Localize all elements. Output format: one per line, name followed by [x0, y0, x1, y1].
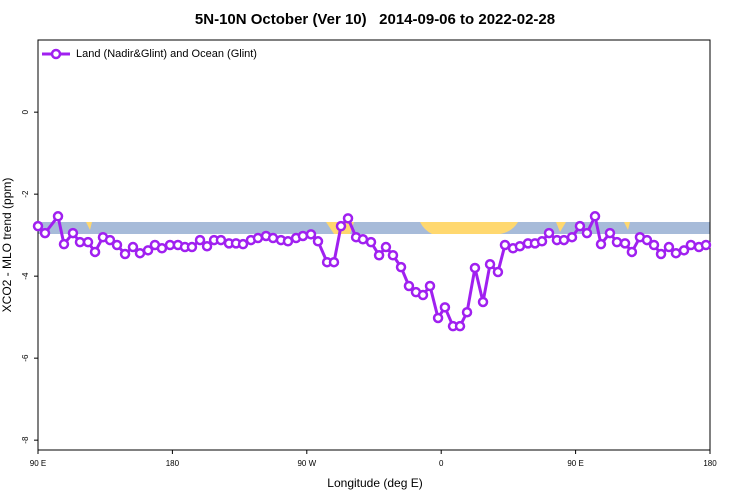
data-point: [156, 243, 168, 254]
data-point: [142, 245, 154, 256]
y-tick-label: -2: [21, 190, 30, 198]
data-point: [215, 234, 227, 246]
data-point: [670, 247, 682, 259]
x-tick-label: 180: [703, 459, 717, 468]
data-point: [335, 220, 347, 232]
legend: Land (Nadir&Glint) and Ocean (Glint): [42, 48, 257, 60]
legend-label: Land (Nadir&Glint) and Ocean (Glint): [76, 48, 257, 60]
data-point: [89, 246, 101, 258]
y-tick-label: -8: [21, 436, 30, 444]
data-point: [403, 280, 415, 292]
y-tick-label: -4: [21, 272, 30, 280]
data-point: [186, 241, 198, 253]
data-point: [312, 236, 324, 247]
data-point: [119, 248, 131, 260]
data-point: [74, 236, 86, 248]
data-point: [365, 236, 377, 248]
data-point: [424, 280, 436, 292]
data-point: [604, 227, 616, 239]
data-point: [387, 250, 399, 261]
y-tick-label: -6: [21, 354, 30, 362]
data-point: [619, 238, 631, 249]
data-point: [589, 211, 601, 222]
map-strip: [38, 222, 710, 234]
data-point: [685, 239, 697, 251]
legend-marker: [50, 48, 62, 60]
data-point: [641, 234, 653, 246]
data-point: [104, 234, 116, 246]
data-point: [201, 240, 213, 252]
data-point: [514, 240, 526, 252]
data-point: [626, 246, 638, 258]
data-point: [574, 220, 586, 232]
data-point: [543, 227, 555, 239]
data-point: [700, 239, 712, 251]
data-point: [663, 241, 675, 253]
data-point: [305, 229, 317, 240]
ocean-band: [38, 222, 710, 234]
data-point: [655, 248, 667, 260]
data-point: [380, 241, 392, 253]
data-point: [611, 236, 623, 248]
data-point: [469, 262, 481, 274]
data-point: [439, 302, 451, 313]
y-axis-label: XCO2 - MLO trend (ppm): [0, 178, 14, 313]
data-point: [39, 227, 51, 239]
data-point: [395, 261, 407, 273]
data-point: [566, 231, 578, 243]
data-point: [237, 238, 249, 250]
data-point: [536, 236, 548, 247]
land-shape: [86, 222, 92, 230]
data-point: [492, 266, 504, 278]
land-shape: [624, 222, 630, 230]
data-point: [134, 247, 146, 259]
data-point: [595, 238, 607, 250]
data-point: [297, 230, 309, 242]
data-point: [678, 245, 690, 256]
data-point: [282, 236, 294, 247]
data-point: [52, 211, 64, 222]
data-point: [484, 259, 496, 270]
data-point: [499, 239, 511, 251]
data-point: [417, 289, 429, 301]
chart-title: 5N-10N October (Ver 10) 2014-09-06 to 20…: [195, 11, 555, 28]
data-point: [328, 256, 340, 268]
data-point: [127, 241, 139, 253]
data-point: [432, 312, 444, 324]
data-point: [111, 239, 123, 251]
data-point: [342, 213, 354, 224]
data-point: [454, 320, 466, 332]
x-tick-label: 180: [166, 459, 180, 468]
data-point: [58, 238, 70, 250]
data-point: [252, 232, 264, 244]
x-tick-label: 90 E: [567, 459, 583, 468]
data-point: [477, 296, 489, 308]
x-tick-label: 90 E: [30, 459, 46, 468]
data-point: [357, 234, 369, 245]
data-point: [558, 234, 570, 246]
data-point: [194, 234, 206, 246]
data-point: [581, 227, 593, 239]
data-point: [67, 227, 79, 239]
x-tick-label: 90 W: [297, 459, 316, 468]
land-shape: [420, 222, 518, 234]
data-point: [648, 239, 660, 251]
x-tick-label: 0: [439, 459, 444, 468]
x-axis-label: Longitude (deg E): [327, 476, 422, 490]
data-point: [32, 220, 44, 232]
data-point: [373, 250, 385, 261]
data-point: [82, 236, 94, 248]
land-shape: [556, 222, 566, 232]
data-point: [461, 306, 473, 318]
y-tick-label: 0: [21, 109, 30, 114]
